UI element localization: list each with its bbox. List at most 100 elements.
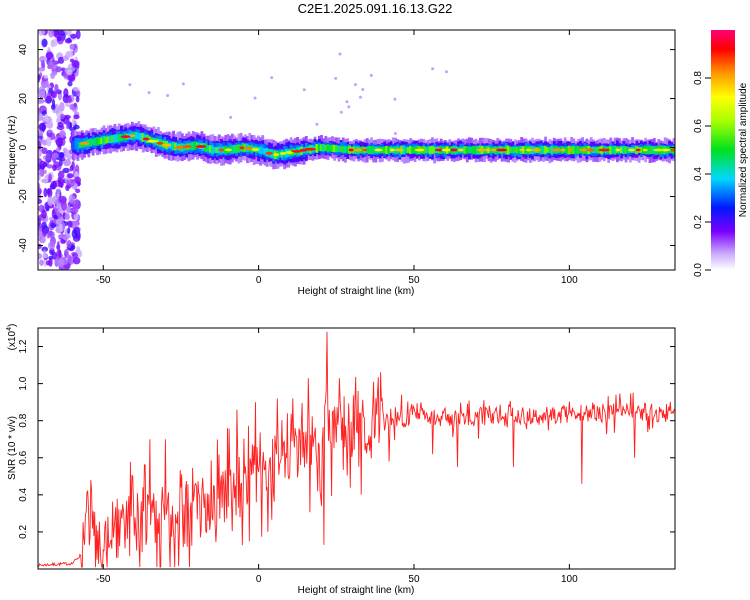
colorbar-tick-label: 0.2: [693, 215, 704, 229]
ridge-cell: [278, 151, 282, 157]
noise-cell: [38, 122, 47, 132]
snr-panel: -50 0 50 100 0.2 0.4 0.6 0.8 1.0 1.2 Height of st…: [6, 324, 676, 596]
colorbar-tick-label: 0.6: [693, 119, 704, 133]
peak-cell: [526, 148, 532, 152]
ridge-cell: [411, 146, 414, 154]
colorbar-tick-label: 0.4: [693, 167, 704, 181]
snr-y-axis-label: SNR (10 * v/v): [7, 416, 18, 480]
ridge-cell: [648, 145, 652, 155]
ridge-cell: [406, 147, 410, 153]
ridge-cell: [91, 139, 95, 145]
noise-cell: [42, 228, 47, 238]
noise-cell: [38, 252, 43, 260]
noise-cell: [56, 66, 62, 73]
ridge-cell: [89, 138, 93, 147]
noise-cell: [393, 97, 397, 101]
ridge-cell: [613, 145, 617, 155]
peak-cell: [161, 143, 172, 147]
noise-cell: [56, 192, 60, 198]
ridge-cell: [506, 145, 510, 155]
ridge-cell: [546, 147, 549, 153]
noise-cell: [63, 159, 71, 167]
peak-cell: [449, 148, 458, 152]
noise-cell: [49, 216, 54, 222]
noise-cell: [75, 95, 80, 103]
ridge-cell: [474, 146, 478, 154]
noise-cell: [48, 173, 52, 183]
noise-cell: [38, 129, 44, 137]
ridge-cell: [134, 132, 138, 139]
peak-cell: [195, 145, 207, 148]
noise-cell: [60, 201, 68, 211]
noise-cell: [66, 122, 70, 130]
noise-cell: [47, 231, 55, 239]
noise-cell: [65, 205, 72, 214]
ridge-cell: [119, 133, 123, 142]
snr-scale-factor: (x104): [6, 324, 18, 351]
peak-cell: [586, 148, 595, 152]
noise-cell: [54, 83, 59, 93]
ridge-cell: [341, 145, 345, 153]
ridge-cell: [78, 142, 82, 148]
colorbar: 0.0 0.2 0.4 0.6 0.8 Normalized spectral ampl…: [693, 30, 749, 277]
noise-cell: [64, 213, 70, 221]
peak-cell: [129, 134, 135, 138]
spectrogram-x-tick-label: -50: [96, 275, 111, 286]
noise-cell: [57, 170, 65, 180]
ridge-cell: [326, 144, 330, 152]
noise-cell: [60, 239, 66, 244]
ridge-cell: [317, 144, 321, 152]
ridge-cell: [639, 147, 643, 153]
colorbar-tick-label: 0.0: [693, 263, 704, 277]
peak-cell: [485, 148, 491, 152]
ridge-cell: [467, 146, 471, 154]
noise-cell: [67, 81, 73, 87]
spectrogram-y-tick-label: 40: [18, 44, 29, 56]
noise-cell: [38, 148, 42, 158]
noise-cell: [59, 130, 66, 139]
ridge-cell: [367, 145, 371, 155]
ridge-cell: [650, 146, 654, 154]
peak-cell: [239, 146, 245, 150]
spectrogram-y-tick-label: 0: [18, 144, 29, 150]
ridge-cell: [432, 146, 436, 154]
noise-cell: [66, 50, 74, 58]
noise-cell: [38, 75, 41, 83]
noise-cell: [393, 132, 397, 136]
ridge-cell: [95, 137, 99, 146]
noise-cell: [38, 198, 42, 204]
noise-cell: [48, 257, 53, 267]
noise-cell: [334, 76, 338, 80]
noise-cell: [62, 147, 68, 153]
noise-cell: [58, 181, 63, 188]
ridge-cell: [330, 144, 334, 152]
noise-cell: [353, 83, 357, 87]
ridge-cell: [428, 146, 432, 154]
ridge-cell: [97, 137, 101, 145]
noise-cell: [72, 86, 80, 92]
noise-cell: [38, 218, 41, 227]
noise-cell: [74, 176, 82, 185]
ridge-cell: [472, 145, 475, 155]
noise-cell: [302, 88, 306, 92]
peak-cell: [567, 148, 573, 152]
noise-cell: [76, 89, 81, 98]
noise-cell: [69, 43, 75, 51]
ridge-cell: [215, 147, 219, 153]
noise-cell: [58, 257, 65, 268]
noise-cell: [73, 114, 80, 120]
noise-cell: [44, 113, 49, 122]
noise-cell: [57, 30, 65, 36]
ridge-cell: [117, 134, 121, 142]
noise-cell: [67, 97, 73, 103]
noise-cell: [75, 188, 81, 194]
ridge-cell: [232, 144, 236, 154]
ridge-cell: [345, 146, 349, 153]
noise-cell: [71, 118, 77, 126]
noise-cell: [65, 102, 70, 107]
peak-cell: [142, 137, 150, 141]
noise-cell: [62, 235, 70, 241]
noise-cell: [57, 121, 64, 128]
spectrogram-x-axis-label: Height of straight line (km): [298, 286, 415, 297]
peak-cell: [560, 148, 566, 152]
